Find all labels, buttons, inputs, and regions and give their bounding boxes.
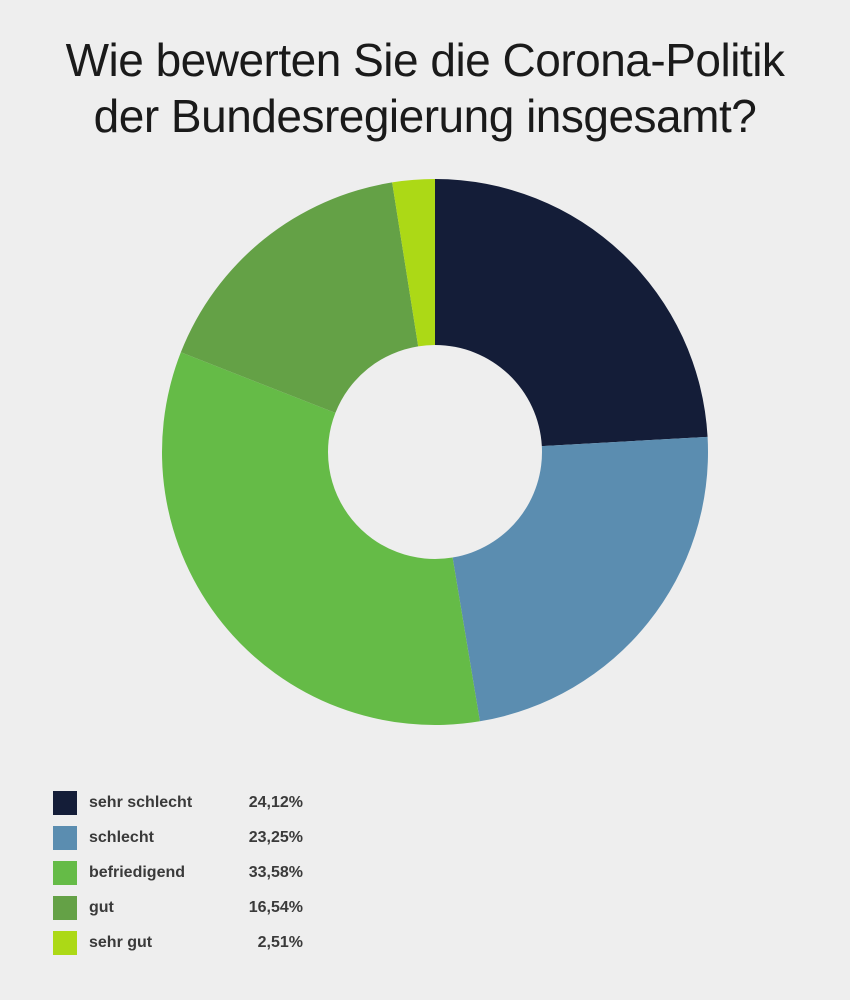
- legend-value: 24,12%: [248, 794, 303, 811]
- donut-slice-schlecht: [452, 436, 708, 722]
- legend-value: 33,58%: [248, 864, 303, 881]
- legend-swatch: [53, 861, 77, 885]
- donut-slice-sehr-schlecht: [435, 179, 708, 447]
- legend: sehr schlecht 24,12% schlecht 23,25% bef…: [53, 790, 313, 965]
- chart-title-line-1: Wie bewerten Sie die Corona-Politik: [65, 34, 785, 86]
- legend-label: schlecht: [89, 829, 154, 846]
- legend-label: gut: [89, 899, 114, 916]
- legend-item-gut: gut 16,54%: [53, 895, 313, 930]
- chart-title: Wie bewerten Sie die Corona-Politik der …: [0, 32, 850, 144]
- chart-title-line-2: der Bundesregierung insgesamt?: [93, 90, 757, 142]
- legend-item-befriedigend: befriedigend 33,58%: [53, 860, 313, 895]
- legend-swatch: [53, 896, 77, 920]
- legend-swatch: [53, 826, 77, 850]
- legend-label: sehr schlecht: [89, 794, 193, 811]
- legend-value: 23,25%: [248, 829, 303, 846]
- donut-slice-befriedigend: [162, 352, 480, 725]
- legend-swatch: [53, 931, 77, 955]
- donut-slice-gut: [180, 182, 419, 413]
- legend-label: befriedigend: [89, 864, 186, 881]
- donut-slice-sehr-gut: [392, 179, 435, 347]
- legend-value: 2,51%: [257, 934, 303, 951]
- legend-swatch: [53, 791, 77, 815]
- legend-label: sehr gut: [89, 934, 153, 951]
- legend-value: 16,54%: [248, 899, 303, 916]
- legend-item-sehr-gut: sehr gut 2,51%: [53, 930, 313, 965]
- legend-item-schlecht: schlecht 23,25%: [53, 825, 313, 860]
- legend-item-sehr-schlecht: sehr schlecht 24,12%: [53, 790, 313, 825]
